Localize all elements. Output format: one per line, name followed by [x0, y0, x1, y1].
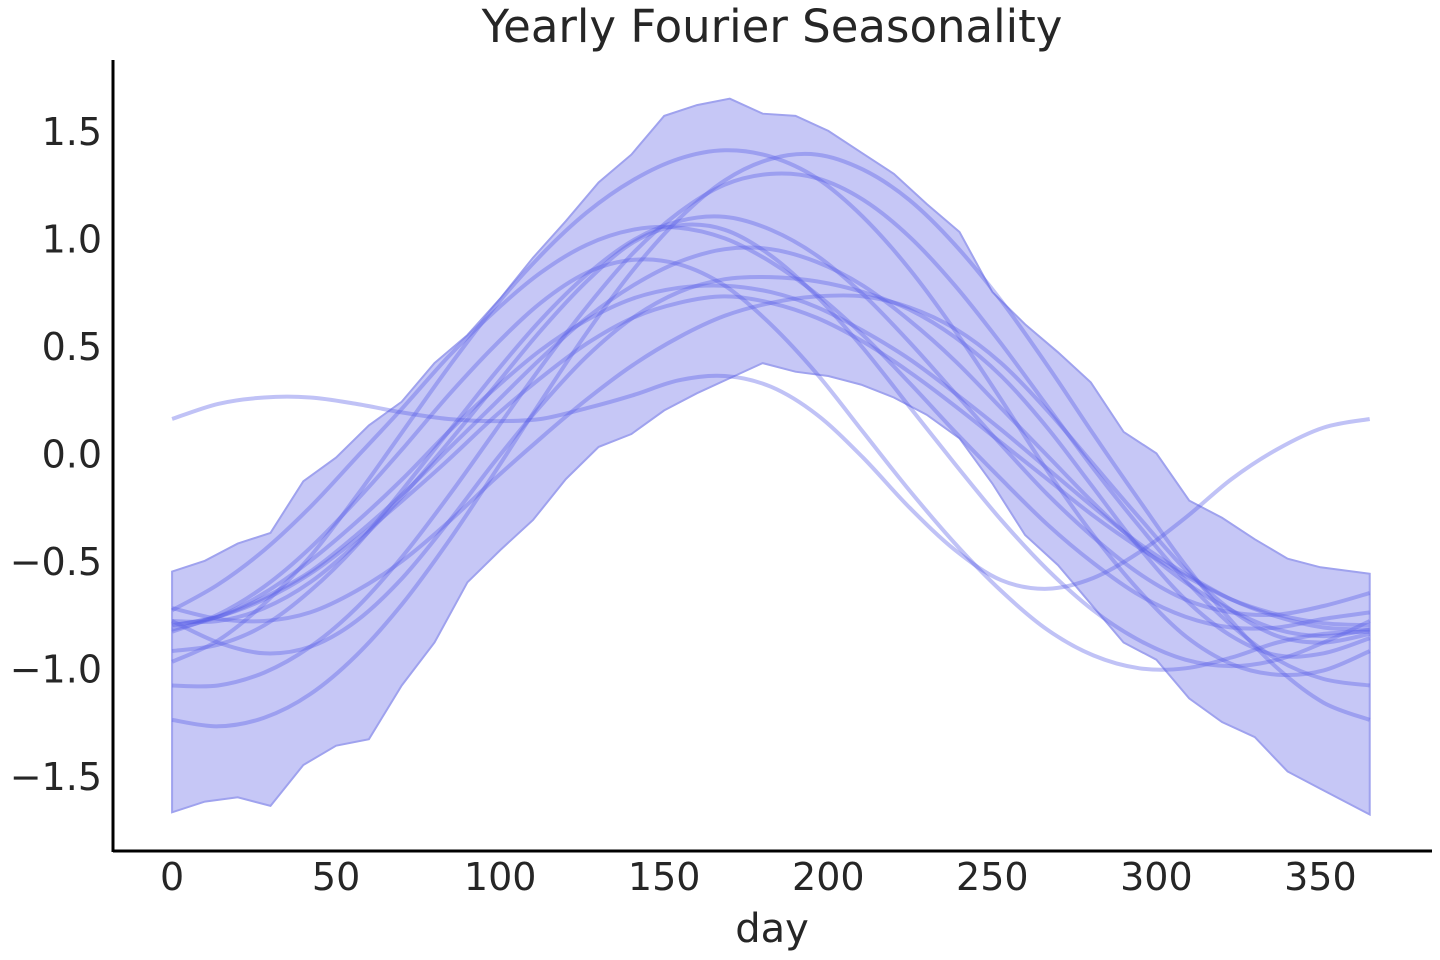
x-tick-label: 350	[1284, 855, 1357, 899]
x-axis-title: day	[735, 906, 809, 952]
y-tick-label: 1.0	[42, 217, 102, 261]
y-tick-label: −1.0	[10, 647, 102, 691]
uncertainty-band	[171, 97, 1371, 817]
series-line-13	[171, 373, 1371, 591]
x-tick-label: 0	[160, 855, 184, 899]
x-tick-label: 300	[1120, 855, 1193, 899]
series-line-12	[171, 274, 1371, 659]
series-line-4	[171, 151, 1371, 729]
chart-title: Yearly Fourier Seasonality	[481, 0, 1063, 53]
y-tick-label: 1.5	[42, 110, 102, 154]
series-line-1	[171, 224, 1370, 631]
series-line-7	[171, 283, 1370, 632]
plot-area	[171, 97, 1371, 817]
series-line-2	[171, 214, 1371, 654]
y-tick-label: 0.0	[42, 432, 102, 476]
series-lines	[171, 148, 1371, 729]
series-line-11	[171, 293, 1371, 645]
x-tick-label: 200	[792, 855, 865, 899]
y-tick-label: 0.5	[42, 325, 102, 369]
series-line-10	[171, 257, 1370, 672]
y-tick-labels: −1.5 −1.0 −0.5 0.0 0.5 1.0 1.5	[10, 110, 102, 799]
x-tick-labels: 0 50 100 150 200 250 300 350	[160, 855, 1357, 899]
x-tick-label: 250	[956, 855, 1029, 899]
x-tick-label: 100	[464, 855, 537, 899]
series-line-5	[172, 222, 1371, 669]
y-tick-label: −1.5	[10, 755, 102, 799]
series-line-9	[171, 245, 1371, 639]
x-tick-label: 50	[312, 855, 360, 899]
series-line-3	[172, 171, 1370, 689]
series-line-6	[171, 148, 1371, 678]
x-tick-label: 150	[628, 855, 701, 899]
series-line-8	[171, 294, 1370, 628]
y-tick-label: −0.5	[10, 540, 102, 584]
